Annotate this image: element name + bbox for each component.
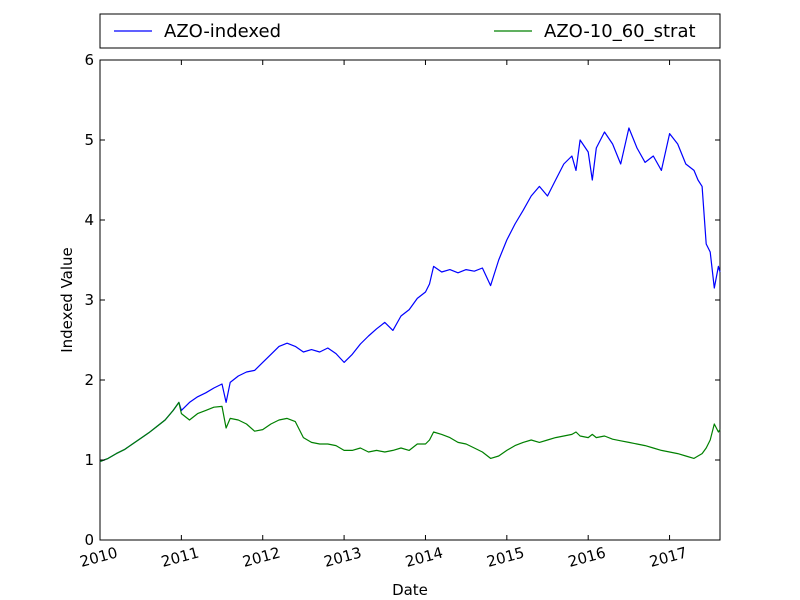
legend-label-azo-10-60-strat: AZO-10_60_strat bbox=[544, 21, 696, 42]
series-line-azo-10-60-strat bbox=[99, 401, 721, 463]
y-axis-label: Indexed Value bbox=[58, 247, 76, 353]
y-tick-label: 2 bbox=[84, 371, 94, 389]
y-tick-label: 4 bbox=[84, 211, 94, 229]
x-axis-label: Date bbox=[392, 581, 428, 599]
y-tick-label: 5 bbox=[84, 131, 94, 149]
legend-frame bbox=[99, 13, 721, 49]
y-axis-ticks: 0 1 2 3 4 5 6 bbox=[84, 51, 720, 549]
legend: AZO-indexed AZO-10_60_strat bbox=[99, 13, 721, 49]
y-tick-label: 3 bbox=[84, 291, 94, 309]
series-layer bbox=[99, 127, 721, 463]
series-line-azo-indexed bbox=[99, 127, 721, 463]
y-tick-label: 6 bbox=[84, 51, 94, 69]
legend-label-azo-indexed: AZO-indexed bbox=[164, 21, 281, 42]
y-tick-label: 0 bbox=[84, 531, 94, 549]
y-tick-label: 1 bbox=[84, 451, 94, 469]
